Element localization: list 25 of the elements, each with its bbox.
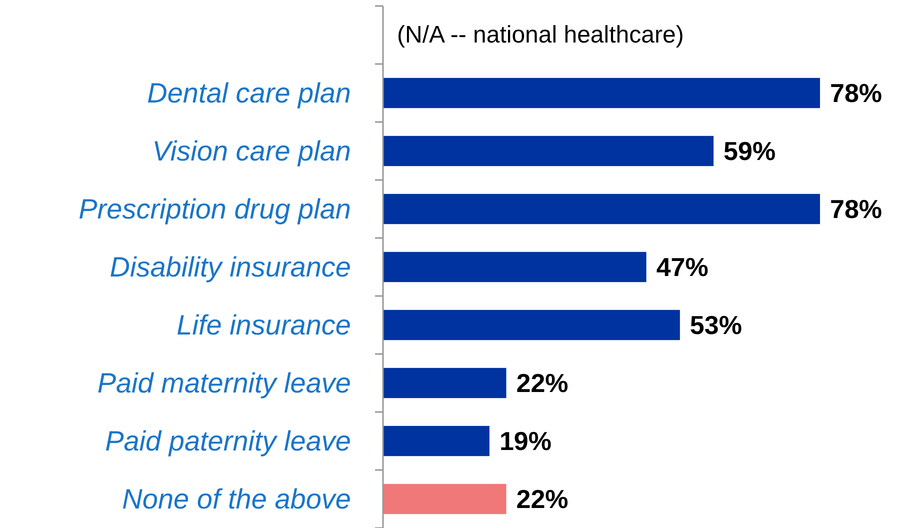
bar bbox=[383, 484, 506, 514]
data-label: 22% bbox=[516, 484, 568, 514]
data-label: 78% bbox=[830, 194, 882, 224]
bar bbox=[383, 426, 490, 456]
data-label: 47% bbox=[656, 252, 708, 282]
data-label: 78% bbox=[830, 78, 882, 108]
data-label: 19% bbox=[499, 426, 552, 456]
y-tick-label: Disability insurance bbox=[110, 252, 351, 282]
bar bbox=[383, 136, 714, 166]
data-label: 53% bbox=[690, 310, 742, 340]
y-tick-label: None of the above bbox=[122, 484, 351, 514]
y-tick-label: Paid paternity leave bbox=[105, 426, 351, 456]
bar bbox=[383, 78, 820, 108]
y-tick-label: Life insurance bbox=[176, 310, 351, 340]
y-tick-label: Vision care plan bbox=[152, 136, 351, 166]
bar bbox=[383, 368, 506, 398]
annotation: (N/A -- national healthcare) bbox=[397, 22, 684, 48]
data-label: 22% bbox=[516, 368, 568, 398]
y-tick-label: Paid maternity leave bbox=[97, 368, 351, 398]
bar bbox=[383, 252, 646, 282]
bar bbox=[383, 194, 820, 224]
data-label: 59% bbox=[724, 136, 776, 166]
y-tick-label: Prescription drug plan bbox=[78, 194, 351, 224]
bar bbox=[383, 310, 680, 340]
y-tick-label: Dental care plan bbox=[147, 78, 351, 108]
